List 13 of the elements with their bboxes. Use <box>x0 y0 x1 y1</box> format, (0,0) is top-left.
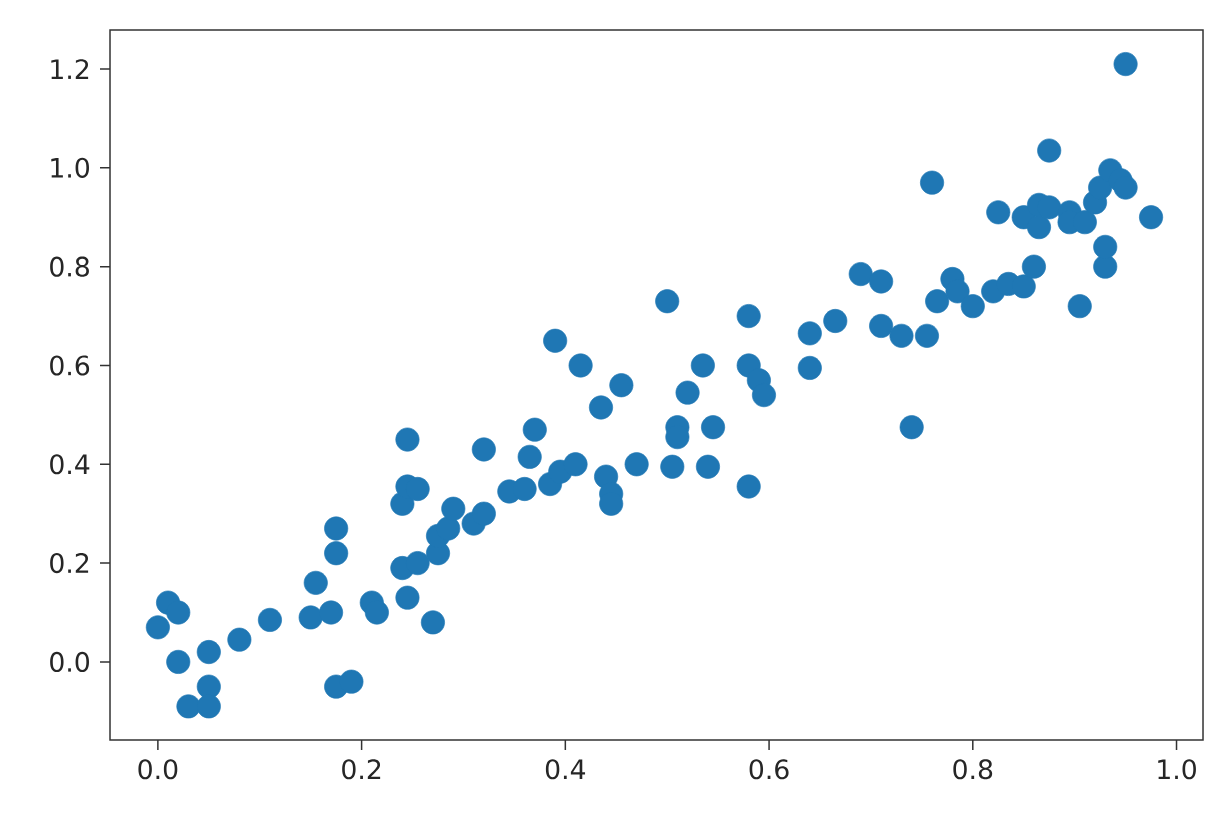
x-tick-label: 0.0 <box>138 759 178 780</box>
x-tick-label: 0.6 <box>749 759 789 780</box>
y-tick-label: 0.0 <box>50 651 89 672</box>
y-tick-label: 0.8 <box>50 256 89 277</box>
y-tick-label: 1.2 <box>51 59 89 79</box>
x-tick-label: 1.0 <box>1158 759 1196 780</box>
y-tick-label: 0.6 <box>50 355 90 376</box>
x-tick-label: 0.2 <box>342 759 381 780</box>
x-tick-label: 0.8 <box>953 759 993 780</box>
y-tick-label: 1.0 <box>51 157 89 178</box>
y-tick-label: 0.4 <box>50 454 90 475</box>
y-tick-label: 0.2 <box>50 553 89 574</box>
x-tick-label: 0.4 <box>545 759 586 780</box>
